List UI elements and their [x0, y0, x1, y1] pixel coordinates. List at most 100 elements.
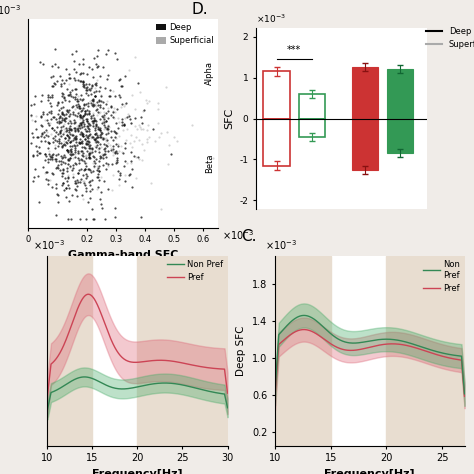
Point	[40, 110, 47, 118]
Point	[210, 154, 217, 162]
Point	[75, 155, 82, 162]
Point	[63, 146, 71, 154]
Point	[102, 100, 109, 108]
Point	[117, 142, 124, 150]
Point	[66, 155, 73, 162]
Point	[59, 169, 66, 177]
Point	[104, 139, 111, 147]
Point	[51, 155, 58, 163]
Point	[112, 159, 120, 166]
Point	[70, 164, 77, 172]
Point	[71, 105, 79, 113]
Point	[57, 82, 65, 90]
Point	[93, 137, 101, 145]
Point	[86, 133, 94, 140]
Point	[89, 100, 96, 108]
Point	[61, 151, 68, 159]
Point	[47, 108, 55, 115]
Point	[89, 97, 97, 105]
Point	[74, 169, 82, 177]
Point	[126, 66, 133, 73]
Point	[72, 133, 79, 141]
Point	[91, 131, 99, 138]
Point	[121, 157, 128, 165]
Point	[79, 139, 86, 147]
Point	[92, 88, 100, 95]
Text: D.: D.	[191, 2, 208, 17]
X-axis label: Gamma-band SFC: Gamma-band SFC	[68, 250, 178, 260]
Point	[78, 120, 85, 128]
Point	[68, 142, 76, 150]
Point	[43, 128, 50, 136]
Point	[72, 132, 79, 140]
Point	[135, 79, 142, 87]
Point	[80, 144, 87, 151]
Point	[104, 162, 112, 169]
Point	[69, 110, 77, 118]
Point	[110, 115, 118, 122]
Point	[62, 134, 69, 142]
Point	[81, 100, 88, 108]
Point	[112, 119, 120, 127]
Point	[70, 109, 77, 116]
Point	[115, 76, 123, 83]
Point	[59, 103, 67, 111]
Point	[61, 117, 69, 124]
Point	[58, 143, 65, 150]
Point	[79, 78, 86, 86]
Point	[97, 133, 105, 141]
Point	[27, 112, 35, 120]
Point	[99, 98, 106, 105]
Point	[96, 88, 103, 95]
Point	[127, 148, 135, 155]
Point	[141, 107, 148, 114]
Point	[72, 48, 80, 55]
Point	[113, 129, 121, 137]
Point	[106, 86, 114, 94]
Point	[65, 91, 73, 99]
Point	[55, 158, 63, 165]
Point	[57, 160, 65, 167]
Point	[118, 122, 126, 129]
Point	[65, 112, 73, 120]
Point	[92, 138, 100, 146]
Point	[104, 147, 112, 155]
Point	[58, 142, 65, 149]
Point	[63, 177, 71, 184]
Point	[81, 177, 88, 185]
Point	[51, 45, 59, 53]
Point	[60, 79, 68, 86]
Point	[54, 64, 62, 71]
Point	[84, 140, 91, 147]
Point	[60, 128, 68, 136]
Point	[77, 121, 84, 129]
Point	[128, 183, 136, 191]
Point	[78, 107, 85, 114]
Point	[138, 157, 146, 164]
Point	[76, 112, 84, 119]
Point	[52, 211, 60, 219]
Point	[55, 135, 63, 143]
Point	[87, 84, 94, 91]
Point	[60, 122, 67, 129]
Point	[80, 101, 88, 109]
Point	[95, 176, 102, 183]
Point	[28, 129, 36, 137]
Point	[119, 150, 127, 157]
Point	[93, 185, 100, 193]
Point	[102, 154, 109, 161]
Point	[122, 136, 130, 144]
Point	[65, 117, 73, 124]
Point	[56, 112, 64, 119]
Point	[51, 136, 59, 144]
Point	[77, 155, 84, 163]
Point	[100, 134, 107, 142]
Point	[112, 148, 119, 156]
Point	[78, 114, 86, 121]
Point	[48, 169, 55, 177]
Point	[91, 81, 99, 88]
Point	[83, 84, 91, 91]
Point	[85, 151, 92, 159]
Point	[68, 86, 75, 93]
Point	[65, 80, 73, 88]
